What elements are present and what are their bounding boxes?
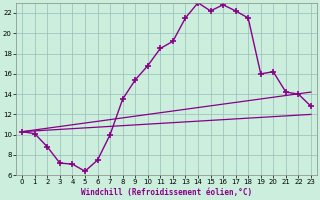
X-axis label: Windchill (Refroidissement éolien,°C): Windchill (Refroidissement éolien,°C) bbox=[81, 188, 252, 197]
